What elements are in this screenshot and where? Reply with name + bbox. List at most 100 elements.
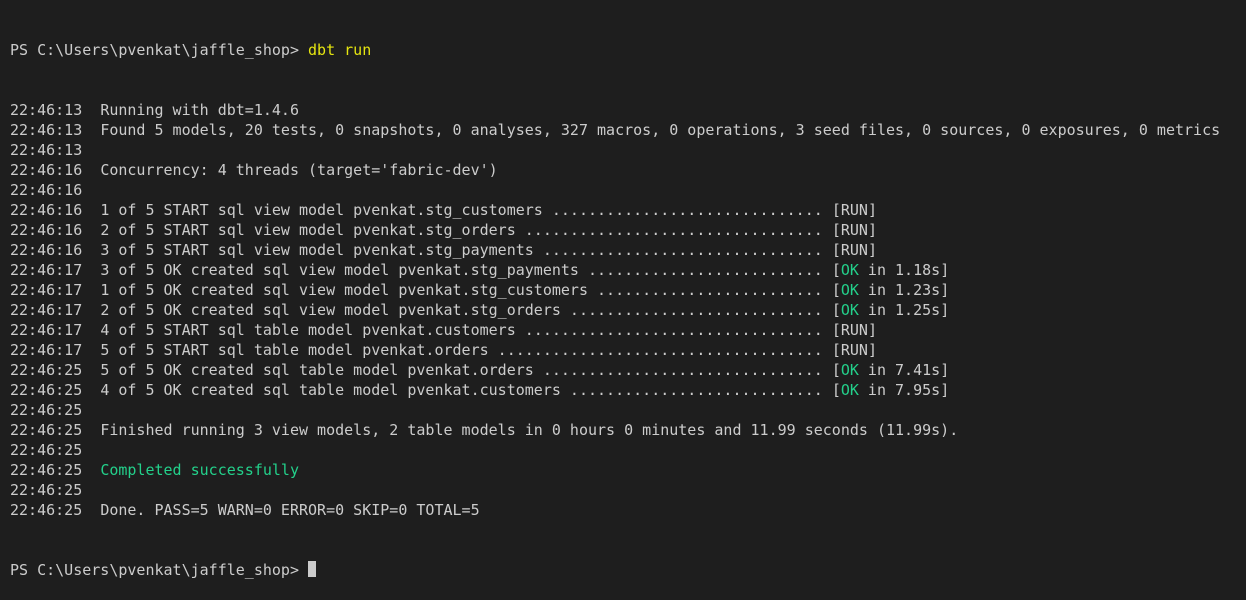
timestamp: 22:46:25 [10, 481, 83, 499]
separator [82, 181, 100, 199]
timestamp: 22:46:25 [10, 461, 83, 479]
separator [82, 101, 100, 119]
bracket-close: ] [867, 221, 877, 239]
log-message: 4 of 5 OK created sql table model pvenka… [100, 381, 832, 399]
timestamp: 22:46:16 [10, 241, 83, 259]
status-badge: OK [840, 261, 859, 279]
bracket-open: [ [831, 361, 841, 379]
separator [82, 201, 100, 219]
bracket-close: ] [940, 361, 950, 379]
log-message: 3 of 5 OK created sql view model pvenkat… [100, 261, 832, 279]
separator [82, 321, 100, 339]
timestamp: 22:46:25 [10, 381, 83, 399]
timestamp: 22:46:17 [10, 321, 83, 339]
bracket-open: [ [831, 221, 841, 239]
bracket-close: ] [940, 261, 950, 279]
timestamp: 22:46:25 [10, 401, 83, 419]
timestamp: 22:46:25 [10, 421, 83, 439]
timestamp: 22:46:13 [10, 101, 83, 119]
terminal-output[interactable]: PS C:\Users\pvenkat\jaffle_shop> dbt run… [10, 0, 1220, 600]
log-line: 22:46:16 3 of 5 START sql view model pve… [10, 240, 1220, 260]
log-line: 22:46:17 5 of 5 START sql table model pv… [10, 340, 1220, 360]
separator [82, 221, 100, 239]
bracket-close: ] [867, 321, 877, 339]
separator [82, 421, 100, 439]
log-line: 22:46:17 1 of 5 OK created sql view mode… [10, 280, 1220, 300]
status-badge: OK [840, 281, 859, 299]
timestamp: 22:46:16 [10, 201, 83, 219]
prompt-line: PS C:\Users\pvenkat\jaffle_shop> dbt run [10, 40, 1220, 60]
log-line: 22:46:17 4 of 5 START sql table model pv… [10, 320, 1220, 340]
log-message: Running with dbt=1.4.6 [100, 101, 299, 119]
log-message: 1 of 5 OK created sql view model pvenkat… [100, 281, 832, 299]
duration: in 7.95s [858, 381, 941, 399]
log-line: 22:46:25 Completed successfully [10, 460, 1220, 480]
log-line: 22:46:13 Found 5 models, 20 tests, 0 sna… [10, 120, 1220, 140]
status-badge: OK [840, 361, 859, 379]
log-message: Completed successfully [100, 461, 299, 479]
log-line: 22:46:16 1 of 5 START sql view model pve… [10, 200, 1220, 220]
timestamp: 22:46:17 [10, 261, 83, 279]
bracket-close: ] [867, 341, 877, 359]
log-message: Done. PASS=5 WARN=0 ERROR=0 SKIP=0 TOTAL… [100, 501, 480, 519]
prompt-path: PS C:\Users\pvenkat\jaffle_shop> [10, 41, 309, 59]
separator [82, 241, 100, 259]
separator [82, 361, 100, 379]
duration: in 1.18s [858, 261, 941, 279]
bracket-open: [ [831, 381, 841, 399]
log-line: 22:46:25 [10, 440, 1220, 460]
prompt-path: PS C:\Users\pvenkat\jaffle_shop> [10, 561, 309, 579]
timestamp: 22:46:13 [10, 141, 83, 159]
separator [82, 381, 100, 399]
bracket-open: [ [831, 201, 841, 219]
bracket-open: [ [831, 341, 841, 359]
log-message: Found 5 models, 20 tests, 0 snapshots, 0… [100, 121, 1221, 139]
command-text: dbt run [308, 41, 372, 59]
timestamp: 22:46:17 [10, 301, 83, 319]
timestamp: 22:46:16 [10, 161, 83, 179]
separator [82, 401, 100, 419]
bracket-close: ] [867, 201, 877, 219]
bracket-close: ] [867, 241, 877, 259]
log-line: 22:46:17 2 of 5 OK created sql view mode… [10, 300, 1220, 320]
status-badge: RUN [840, 241, 868, 259]
bracket-open: [ [831, 241, 841, 259]
timestamp: 22:46:16 [10, 181, 83, 199]
log-message: 5 of 5 OK created sql table model pvenka… [100, 361, 832, 379]
log-message: Finished running 3 view models, 2 table … [100, 421, 959, 439]
duration: in 1.25s [858, 301, 941, 319]
cursor [308, 561, 317, 577]
separator [82, 481, 100, 499]
status-badge: RUN [840, 201, 868, 219]
separator [82, 281, 100, 299]
timestamp: 22:46:25 [10, 361, 83, 379]
separator [82, 501, 100, 519]
separator [82, 301, 100, 319]
bracket-close: ] [940, 281, 950, 299]
timestamp: 22:46:17 [10, 281, 83, 299]
bracket-close: ] [940, 301, 950, 319]
bracket-open: [ [831, 261, 841, 279]
log-line: 22:46:25 [10, 400, 1220, 420]
log-line: 22:46:25 4 of 5 OK created sql table mod… [10, 380, 1220, 400]
separator [82, 141, 100, 159]
log-message: 3 of 5 START sql view model pvenkat.stg_… [100, 241, 832, 259]
final-prompt-line[interactable]: PS C:\Users\pvenkat\jaffle_shop> [10, 560, 1220, 580]
timestamp: 22:46:16 [10, 221, 83, 239]
separator [82, 341, 100, 359]
log-line: 22:46:13 Running with dbt=1.4.6 [10, 100, 1220, 120]
bracket-open: [ [831, 281, 841, 299]
log-line: 22:46:25 5 of 5 OK created sql table mod… [10, 360, 1220, 380]
log-message: 2 of 5 START sql view model pvenkat.stg_… [100, 221, 832, 239]
timestamp: 22:46:17 [10, 341, 83, 359]
status-badge: RUN [840, 341, 868, 359]
duration: in 1.23s [858, 281, 941, 299]
log-message: 2 of 5 OK created sql view model pvenkat… [100, 301, 832, 319]
log-message: 5 of 5 START sql table model pvenkat.ord… [100, 341, 832, 359]
separator [82, 461, 100, 479]
status-badge: RUN [840, 321, 868, 339]
log-message: 1 of 5 START sql view model pvenkat.stg_… [100, 201, 832, 219]
bracket-open: [ [831, 301, 841, 319]
timestamp: 22:46:25 [10, 501, 83, 519]
separator [82, 261, 100, 279]
